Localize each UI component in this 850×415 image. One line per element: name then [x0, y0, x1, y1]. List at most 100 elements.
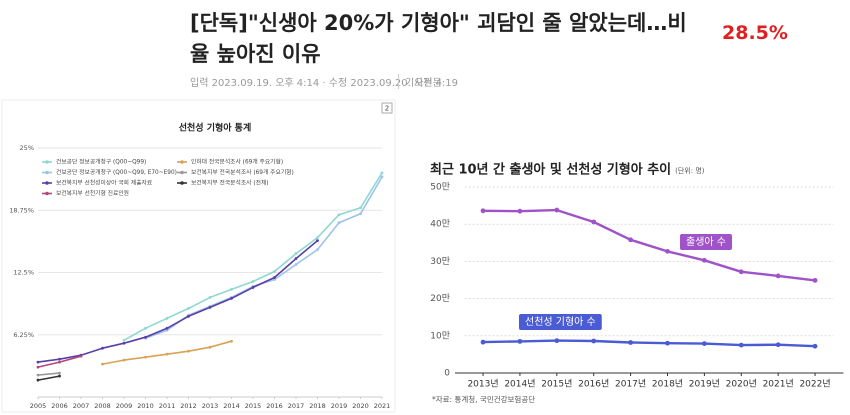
- series-line: [37, 375, 60, 381]
- legend-dot: [180, 160, 184, 164]
- point: [187, 306, 190, 310]
- point: [775, 273, 781, 279]
- point: [187, 314, 190, 318]
- point: [165, 352, 169, 356]
- y-tick-label: 25%: [20, 144, 34, 152]
- x-tick-label: 2005: [30, 402, 47, 410]
- point: [337, 221, 341, 225]
- x-tick-label: 2015년: [541, 379, 572, 390]
- point: [208, 296, 212, 299]
- point: [58, 357, 61, 361]
- point: [122, 338, 126, 342]
- point: [230, 339, 233, 343]
- y-tick-label: 40만: [430, 219, 450, 230]
- point: [554, 338, 560, 344]
- point: [380, 171, 384, 175]
- y-tick-label: 30만: [430, 256, 450, 267]
- series-line: [37, 372, 60, 376]
- point: [812, 277, 818, 283]
- headline: [단독]"신생아 20%가 기형아" 괴담인 줄 알았는데…비율 높아진 이유: [190, 11, 687, 66]
- chart-title: 선천성 기형아 통계: [179, 122, 252, 134]
- series-line: [482, 208, 816, 282]
- legend-label: 인하대 전국분석조사 (69개 주요기형): [191, 158, 283, 166]
- x-tick-label: 2014년: [504, 379, 535, 390]
- point: [36, 365, 40, 369]
- y-tick-label: 0: [444, 369, 450, 379]
- x-tick-label: 2013: [202, 402, 219, 410]
- x-tick-label: 2010: [137, 402, 154, 410]
- point: [251, 280, 255, 283]
- point: [517, 208, 523, 214]
- legend-dot: [45, 181, 49, 185]
- point: [591, 219, 597, 225]
- point: [628, 340, 634, 345]
- point: [58, 360, 61, 364]
- series-label-box: [680, 234, 732, 250]
- point: [294, 252, 298, 255]
- left-panel: [1, 99, 396, 413]
- point: [738, 269, 744, 275]
- series-line: [482, 339, 816, 348]
- point: [294, 263, 298, 266]
- x-tick-label: 2007: [73, 402, 90, 410]
- x-tick-label: 2021: [374, 402, 391, 410]
- x-tick-label: 2014: [223, 402, 240, 410]
- point: [273, 278, 276, 281]
- legend-dot: [180, 181, 184, 185]
- legend-dot: [180, 170, 184, 175]
- x-tick-label: 2019년: [689, 379, 720, 390]
- point: [208, 305, 212, 309]
- highlight: 28.5%: [722, 22, 788, 44]
- point: [294, 257, 298, 260]
- point: [701, 341, 707, 347]
- point: [36, 373, 40, 377]
- x-tick-label: 2022년: [799, 379, 830, 390]
- point: [144, 355, 147, 359]
- legend-dot: [45, 191, 49, 196]
- point: [273, 276, 276, 279]
- point: [273, 270, 276, 273]
- x-tick-label: 2019: [331, 402, 348, 410]
- y-tick-label: 6.25%: [13, 331, 34, 339]
- series-label: 선천성 기형아 수: [525, 316, 596, 328]
- x-tick-label: 2021년: [763, 379, 794, 390]
- point: [230, 288, 233, 291]
- point: [122, 341, 126, 345]
- point: [380, 175, 384, 179]
- legend-label: 보건복지부 선천기형 진료인원: [56, 189, 129, 197]
- series-label: 출생아 수: [686, 236, 726, 248]
- legend-label: 보건복지부 선천성이상아 국회 제출자료: [56, 179, 153, 187]
- article-link[interactable]: 기사원문: [398, 74, 442, 89]
- point: [591, 338, 597, 344]
- point: [480, 339, 486, 345]
- point: [36, 378, 40, 382]
- x-tick-label: 2016: [266, 402, 283, 410]
- point: [101, 362, 104, 366]
- y-tick-label: 20만: [430, 293, 450, 304]
- x-tick-label: 2020: [352, 402, 369, 410]
- point: [208, 345, 212, 349]
- point: [701, 257, 707, 263]
- point: [144, 326, 147, 330]
- point: [316, 248, 319, 251]
- point: [554, 207, 560, 213]
- badge-box: [381, 102, 393, 114]
- point: [79, 354, 83, 358]
- point: [165, 326, 169, 330]
- x-tick-label: 2015: [245, 402, 262, 410]
- point: [359, 206, 362, 210]
- point: [58, 374, 61, 378]
- chart-subtitle: (단위: 명): [675, 166, 705, 175]
- x-tick-label: 2011: [159, 402, 176, 410]
- y-tick-label: 18.75%: [9, 206, 34, 214]
- x-tick-label: 2012: [180, 402, 197, 410]
- point: [251, 286, 255, 289]
- x-tick-label: 2016년: [578, 379, 609, 390]
- x-tick-label: 2020년: [726, 379, 757, 390]
- point: [165, 316, 169, 320]
- meta: 입력 2023.09.19. 오후 4:14 · 수정 2023.09.20. …: [190, 78, 458, 89]
- point: [122, 358, 126, 362]
- source: *자료: 통계청, 국민건강보험공단: [432, 394, 535, 404]
